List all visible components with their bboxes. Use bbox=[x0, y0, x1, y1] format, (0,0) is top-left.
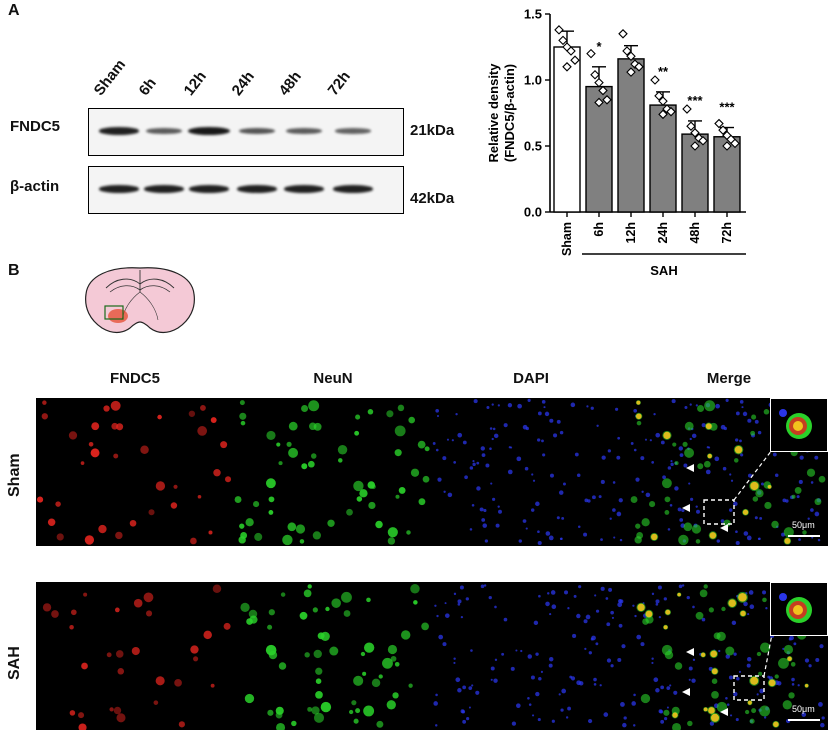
data-point bbox=[590, 69, 600, 80]
panel-label-a: A bbox=[8, 2, 20, 19]
data-point bbox=[658, 109, 668, 120]
y-tick-label: 0.0 bbox=[524, 205, 542, 220]
x-tick-label: 24h bbox=[656, 222, 670, 244]
data-point bbox=[658, 96, 668, 106]
lane-label: Sham bbox=[90, 56, 130, 99]
data-point bbox=[722, 141, 732, 151]
blot-band bbox=[335, 128, 371, 134]
y-tick-label: 1.0 bbox=[524, 73, 542, 88]
data-point bbox=[558, 35, 568, 46]
significance-marker: ** bbox=[658, 64, 669, 79]
col-title-dapi: DAPI bbox=[513, 370, 549, 387]
data-point bbox=[586, 48, 596, 59]
y-axis-label-2: (FNDC5/β-actin) bbox=[502, 64, 517, 162]
col-title-merge: Merge bbox=[706, 370, 752, 387]
bar bbox=[649, 104, 677, 213]
blot-band bbox=[98, 127, 140, 135]
beta-actin-blot bbox=[88, 166, 404, 214]
lane-label: 72h bbox=[324, 68, 354, 99]
blot-band bbox=[238, 128, 276, 134]
blot-band bbox=[188, 185, 230, 193]
lane-label: 48h bbox=[275, 68, 305, 99]
data-point bbox=[634, 62, 644, 72]
significance-marker: *** bbox=[687, 93, 703, 108]
significance-marker: *** bbox=[719, 100, 735, 115]
blot-band bbox=[332, 185, 374, 193]
data-point bbox=[618, 29, 628, 39]
lane-label: 24h bbox=[228, 68, 258, 99]
blot-band bbox=[188, 127, 230, 135]
x-tick-label: 12h bbox=[624, 222, 638, 244]
row-label-sham: Sham bbox=[6, 453, 23, 497]
scale-bar-label: 50μm bbox=[792, 520, 815, 530]
col-title-fndc5: FNDC5 bbox=[109, 370, 160, 387]
data-point bbox=[570, 55, 580, 65]
data-point bbox=[682, 104, 692, 114]
lane-label: 6h bbox=[135, 74, 160, 99]
blot-band bbox=[143, 185, 185, 193]
significance-marker: * bbox=[596, 39, 602, 54]
lane-label: 12h bbox=[180, 68, 210, 99]
x-tick-label: 6h bbox=[592, 222, 606, 237]
blot-band bbox=[236, 185, 278, 193]
density-bar-chart: 0.0 0.5 1.0 1.5 Relative density (FNDC5/β-act… bbox=[486, 7, 746, 278]
blot-band bbox=[283, 185, 325, 193]
scale-bar-label: 50μm bbox=[792, 704, 815, 714]
x-tick-label: 72h bbox=[720, 222, 734, 244]
data-point bbox=[602, 95, 612, 105]
data-point bbox=[654, 91, 664, 101]
micrograph-fndc5-sah bbox=[36, 582, 234, 730]
data-point bbox=[690, 141, 700, 151]
zoom-inset bbox=[770, 398, 828, 452]
data-point bbox=[594, 77, 604, 88]
x-tick-label: Sham bbox=[560, 222, 574, 256]
data-point bbox=[598, 85, 608, 96]
data-point bbox=[686, 121, 696, 131]
micrograph-fndc5-sham bbox=[36, 398, 234, 546]
y-axis-label: Relative density bbox=[486, 63, 501, 163]
micrograph-neun-sham bbox=[234, 398, 432, 546]
data-point bbox=[626, 67, 636, 77]
data-point bbox=[698, 135, 708, 146]
micrograph-dapi-sah bbox=[432, 582, 630, 730]
micrograph-neun-sah bbox=[234, 582, 432, 730]
col-title-neun: NeuN bbox=[313, 370, 353, 387]
bar bbox=[553, 46, 581, 213]
bar bbox=[617, 58, 645, 213]
blot-band bbox=[98, 185, 140, 193]
brain-schematic bbox=[85, 267, 195, 334]
beta-actin-label: β-actin bbox=[10, 178, 60, 195]
y-tick-label: 1.5 bbox=[524, 7, 542, 22]
y-tick-label: 0.5 bbox=[524, 139, 542, 154]
fndc5-blot bbox=[88, 108, 404, 156]
data-point bbox=[650, 75, 660, 85]
row-label-sah: SAH bbox=[6, 646, 23, 680]
data-point bbox=[730, 138, 740, 149]
data-point bbox=[622, 46, 632, 56]
data-point bbox=[594, 97, 604, 108]
blot-band bbox=[286, 128, 322, 134]
data-point bbox=[718, 125, 728, 135]
micrograph-merge-sham: 50μm bbox=[630, 398, 828, 546]
data-point bbox=[566, 46, 576, 56]
data-point bbox=[690, 128, 700, 138]
data-point bbox=[714, 118, 724, 129]
x-tick-label: 48h bbox=[688, 222, 702, 244]
beta-actin-kda: 42kDa bbox=[410, 190, 455, 207]
fndc5-kda: 21kDa bbox=[410, 122, 455, 139]
data-point bbox=[626, 51, 636, 62]
zoom-inset bbox=[770, 582, 828, 636]
data-point bbox=[562, 62, 572, 72]
panel-label-b: B bbox=[8, 262, 20, 279]
blot-band bbox=[146, 128, 182, 134]
micrograph-dapi-sham bbox=[432, 398, 630, 546]
data-point bbox=[666, 106, 676, 117]
micrograph-merge-sah: 50μm bbox=[630, 582, 828, 730]
fndc5-label: FNDC5 bbox=[10, 118, 61, 135]
sah-group-label: SAH bbox=[650, 263, 677, 278]
data-point bbox=[554, 25, 564, 35]
